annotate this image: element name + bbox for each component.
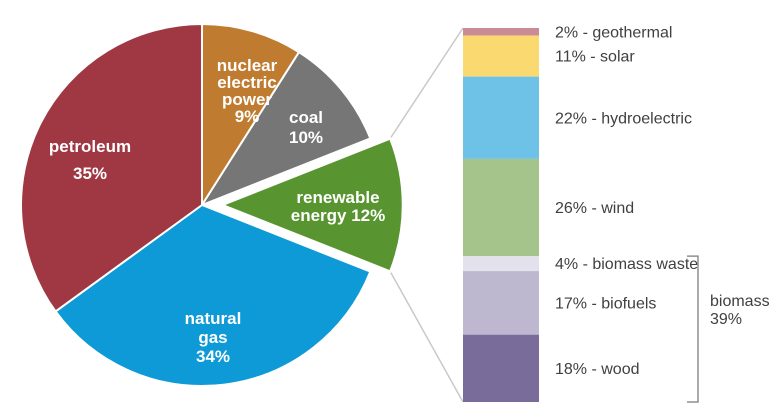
biomass-bracket [687, 255, 699, 403]
pie-slice-nuclear [201, 23, 300, 206]
pie-slice-label-nuclear-line4: 9% [235, 107, 260, 126]
bar-segment-label-hydroelectric: 22% - hydroelectric [555, 110, 692, 127]
bar-segment-wind [463, 158, 539, 257]
bracket-label-line2: 39% [710, 311, 742, 328]
pie-slice-label-renewable-line1: renewable [296, 188, 379, 207]
bar-segment-hydroelectric [463, 76, 539, 159]
bracket-label-line1: biomass [710, 293, 770, 310]
pie-slice-natural-gas [54, 204, 372, 387]
bar-segment-wood [463, 334, 539, 402]
bar-segment-label-wood: 18% - wood [555, 361, 640, 378]
pie-slice-label-nuclear-line2: electric [217, 73, 277, 92]
bar-segment-biomass-waste [463, 256, 539, 272]
bar-segment-solar [463, 35, 539, 77]
bar-segment-label-wind: 26% - wind [555, 200, 634, 217]
pie-slice-label-nuclear-line3: power [222, 90, 272, 109]
pie-slice-label-petroleum-line2: 35% [73, 164, 107, 183]
pie-slice-label-renewable-line2: energy 12% [291, 206, 386, 225]
bar-segment-biofuels [463, 271, 539, 335]
connector-line-top [389, 27, 464, 139]
pie-slice-label-natural-gas-line2: gas [198, 328, 227, 347]
bar-segment-label-biofuels: 17% - biofuels [555, 295, 656, 312]
connector-line-bottom [389, 271, 464, 403]
bar-segment-label-solar: 11% - solar [555, 49, 635, 66]
pie-slice-label-natural-gas-line3: 34% [196, 347, 230, 366]
pie-slice-coal [201, 51, 372, 206]
pie-slice-label-natural-gas-line1: natural [185, 309, 242, 328]
pie-slice-petroleum [20, 23, 203, 313]
pie-slice-renewable [220, 137, 405, 273]
pie-slice-label-coal-line2: 10% [289, 128, 323, 147]
pie-slice-label-coal-line1: coal [289, 108, 323, 127]
bar-segment-geothermal [463, 28, 539, 36]
bar-segment-label-geothermal: 2% - geothermal [555, 24, 672, 41]
pie-slice-label-nuclear-line1: nuclear [217, 56, 278, 75]
bar-segment-label-biomass-waste: 4% - biomass waste [555, 256, 698, 273]
pie-slice-label-petroleum-line1: petroleum [49, 137, 131, 156]
